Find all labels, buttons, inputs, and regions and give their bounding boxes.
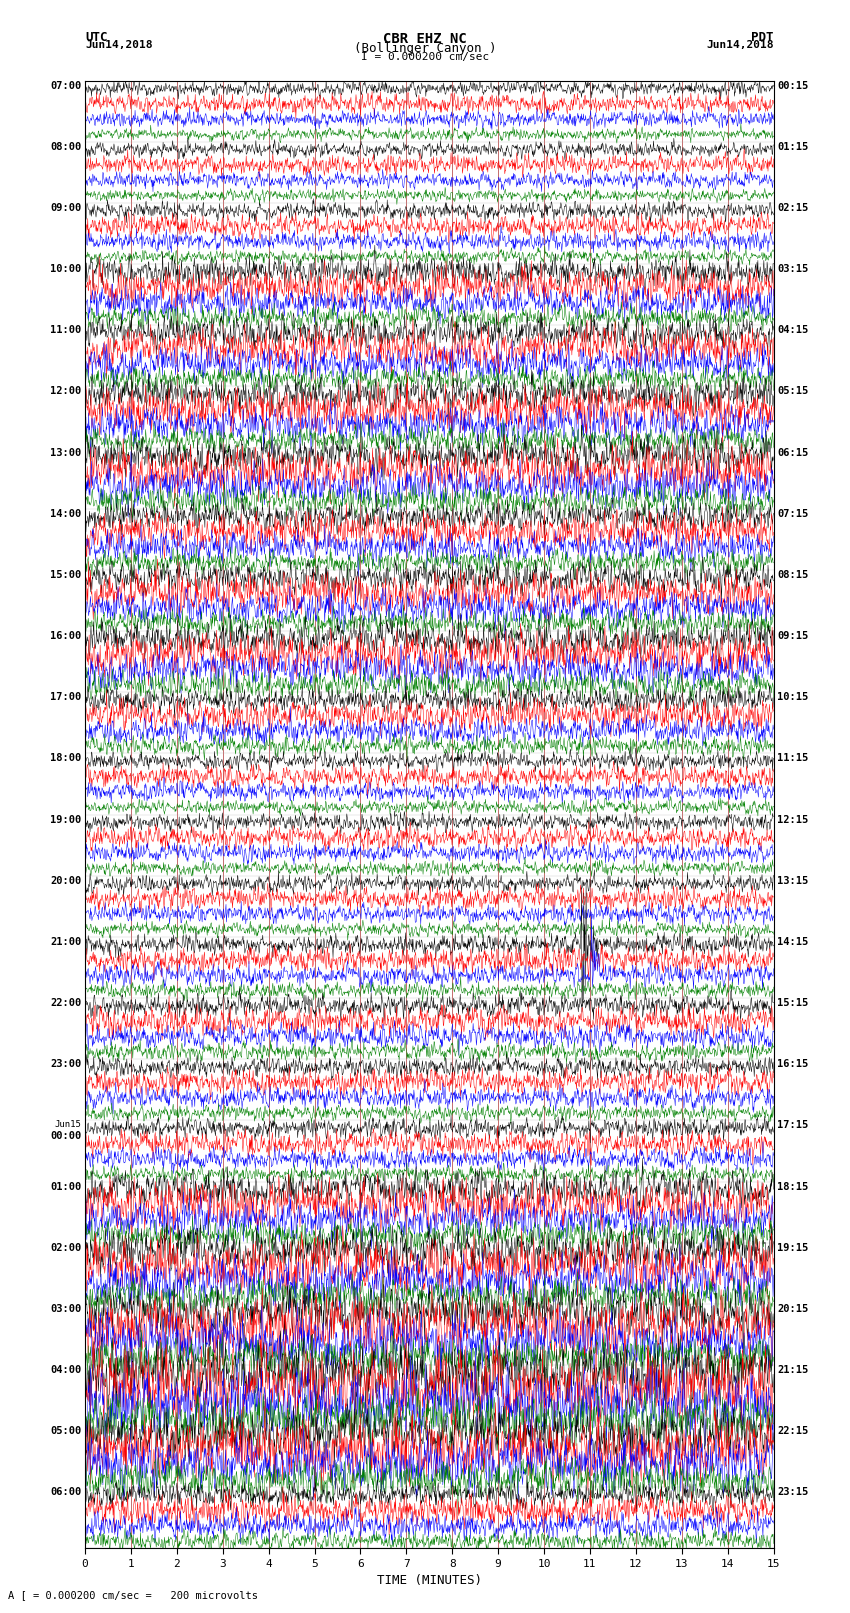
Text: 15:15: 15:15 <box>777 998 808 1008</box>
Text: 06:00: 06:00 <box>50 1487 82 1497</box>
Text: I = 0.000200 cm/sec: I = 0.000200 cm/sec <box>361 52 489 61</box>
Text: 13:00: 13:00 <box>50 448 82 458</box>
Text: 23:00: 23:00 <box>50 1060 82 1069</box>
Text: 21:00: 21:00 <box>50 937 82 947</box>
Text: (Bollinger Canyon ): (Bollinger Canyon ) <box>354 42 496 55</box>
Text: 01:00: 01:00 <box>50 1181 82 1192</box>
Text: 06:15: 06:15 <box>777 448 808 458</box>
Text: 12:00: 12:00 <box>50 387 82 397</box>
Text: UTC: UTC <box>85 31 107 44</box>
Text: 02:00: 02:00 <box>50 1242 82 1253</box>
Text: PDT: PDT <box>751 31 774 44</box>
Text: 20:15: 20:15 <box>777 1303 808 1315</box>
Text: 10:15: 10:15 <box>777 692 808 702</box>
Text: 07:00: 07:00 <box>50 81 82 90</box>
Text: 07:15: 07:15 <box>777 508 808 519</box>
Text: 00:15: 00:15 <box>777 81 808 90</box>
Text: 14:00: 14:00 <box>50 508 82 519</box>
Text: 19:00: 19:00 <box>50 815 82 824</box>
X-axis label: TIME (MINUTES): TIME (MINUTES) <box>377 1574 482 1587</box>
Text: 19:15: 19:15 <box>777 1242 808 1253</box>
Text: 03:15: 03:15 <box>777 265 808 274</box>
Text: 08:00: 08:00 <box>50 142 82 152</box>
Text: 03:00: 03:00 <box>50 1303 82 1315</box>
Text: 09:00: 09:00 <box>50 203 82 213</box>
Text: 17:00: 17:00 <box>50 692 82 702</box>
Text: 22:00: 22:00 <box>50 998 82 1008</box>
Text: Jun14,2018: Jun14,2018 <box>706 40 774 50</box>
Text: 23:15: 23:15 <box>777 1487 808 1497</box>
Text: 17:15: 17:15 <box>777 1121 808 1131</box>
Text: 22:15: 22:15 <box>777 1426 808 1436</box>
Text: 05:00: 05:00 <box>50 1426 82 1436</box>
Text: 04:15: 04:15 <box>777 326 808 336</box>
Text: 08:15: 08:15 <box>777 569 808 581</box>
Text: 18:15: 18:15 <box>777 1181 808 1192</box>
Text: CBR EHZ NC: CBR EHZ NC <box>383 32 467 47</box>
Text: 10:00: 10:00 <box>50 265 82 274</box>
Text: 02:15: 02:15 <box>777 203 808 213</box>
Text: Jun14,2018: Jun14,2018 <box>85 40 152 50</box>
Text: 20:00: 20:00 <box>50 876 82 886</box>
Text: 00:00: 00:00 <box>50 1131 82 1142</box>
Text: 12:15: 12:15 <box>777 815 808 824</box>
Text: 16:00: 16:00 <box>50 631 82 640</box>
Text: 16:15: 16:15 <box>777 1060 808 1069</box>
Text: 11:15: 11:15 <box>777 753 808 763</box>
Text: 18:00: 18:00 <box>50 753 82 763</box>
Text: 01:15: 01:15 <box>777 142 808 152</box>
Text: A [ = 0.000200 cm/sec =   200 microvolts: A [ = 0.000200 cm/sec = 200 microvolts <box>8 1590 258 1600</box>
Text: Jun15: Jun15 <box>54 1121 82 1129</box>
Text: 04:00: 04:00 <box>50 1365 82 1374</box>
Text: 15:00: 15:00 <box>50 569 82 581</box>
Text: 13:15: 13:15 <box>777 876 808 886</box>
Text: 21:15: 21:15 <box>777 1365 808 1374</box>
Text: 05:15: 05:15 <box>777 387 808 397</box>
Text: 11:00: 11:00 <box>50 326 82 336</box>
Text: 09:15: 09:15 <box>777 631 808 640</box>
Text: 14:15: 14:15 <box>777 937 808 947</box>
